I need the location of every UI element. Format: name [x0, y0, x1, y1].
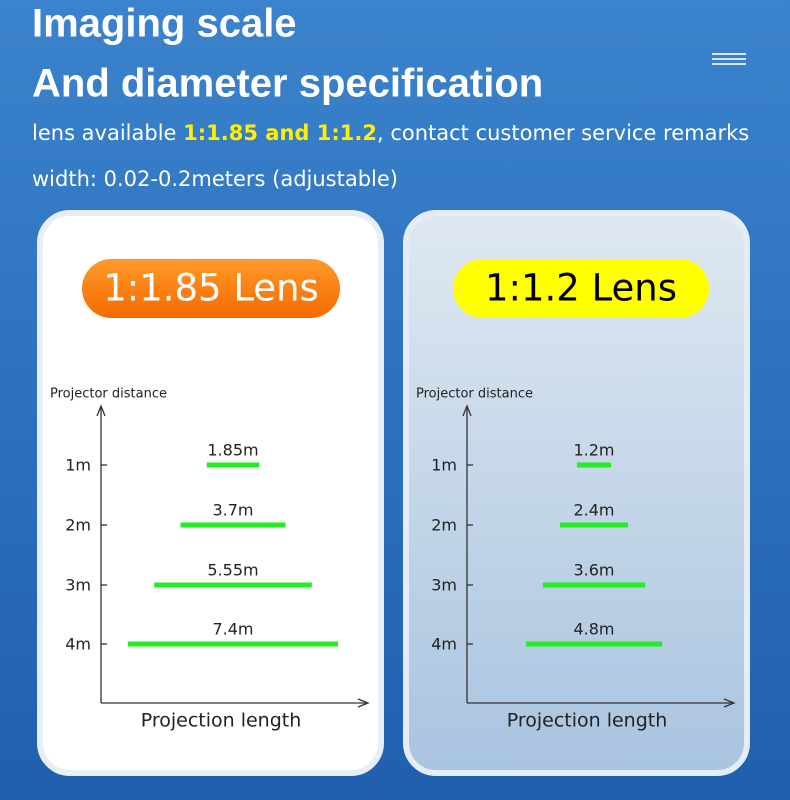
y-tick-label: 2m [65, 516, 91, 535]
lens-title: 1:1.2 Lens [485, 267, 677, 310]
bar [525, 641, 663, 647]
desc-highlight: 1:1.85 and 1:1.2 [183, 121, 377, 145]
y-axis-label: Projector distance [416, 387, 533, 402]
value-label: 3.6m [573, 561, 614, 580]
y-tick-label: 2m [431, 516, 457, 535]
axis-arrow [723, 698, 736, 708]
value-label: 3.7m [212, 501, 253, 520]
y-tick-label: 4m [65, 635, 91, 654]
axis-arrow [96, 404, 106, 417]
axis-arrow [462, 404, 472, 417]
desc-text: lens available [32, 121, 176, 145]
y-tick-label: 3m [431, 576, 457, 595]
y-tick-label: 1m [65, 456, 91, 475]
bar [559, 522, 629, 528]
value-label: 7.4m [212, 620, 253, 639]
value-label: 5.55m [207, 561, 258, 580]
bar [206, 462, 260, 468]
description: lens available 1:1.85 and 1:1.2, contact… [32, 121, 749, 145]
bar [576, 462, 612, 468]
card [403, 210, 750, 776]
bar [127, 641, 339, 647]
y-tick-label: 4m [431, 635, 457, 654]
x-axis-label: Projection length [141, 710, 302, 732]
value-label: 2.4m [573, 501, 614, 520]
title-line1: Imaging scale [32, 2, 297, 46]
x-axis-label: Projection length [507, 710, 668, 732]
desc-text: , contact customer service remarks [377, 121, 749, 145]
value-label: 1.85m [207, 441, 258, 460]
description-line2: width: 0.02-0.2meters (adjustable) [32, 167, 398, 191]
title-line2: And diameter specification [32, 62, 543, 106]
y-tick-label: 3m [65, 576, 91, 595]
lens-pill [453, 259, 709, 318]
y-tick-label: 1m [431, 456, 457, 475]
bar [542, 582, 646, 588]
value-label: 4.8m [573, 620, 614, 639]
y-axis-label: Projector distance [50, 387, 167, 402]
lens-title: 1:1.85 Lens [103, 267, 319, 310]
bar [180, 522, 286, 528]
card [37, 210, 384, 776]
lens-pill [82, 259, 340, 318]
axis-arrow [357, 698, 370, 708]
value-label: 1.2m [573, 441, 614, 460]
bar [154, 582, 312, 588]
dots-icon [712, 53, 746, 65]
